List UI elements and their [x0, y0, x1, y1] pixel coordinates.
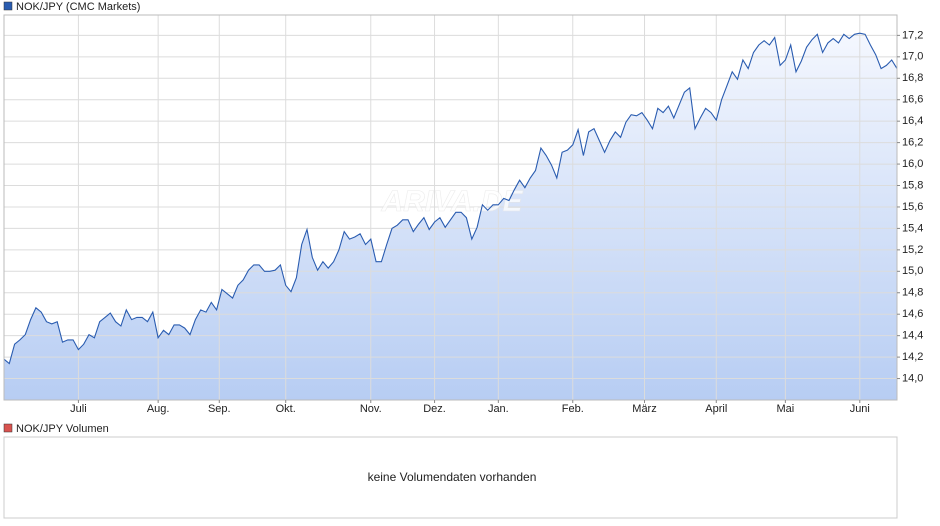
legend-swatch — [3, 1, 13, 11]
y-tick-label: 15,2 — [902, 244, 923, 256]
x-tick-label: Mai — [777, 403, 795, 415]
y-tick-label: 14,2 — [902, 351, 923, 363]
plot-border — [3, 14, 898, 401]
y-tick-label: 16,0 — [902, 158, 923, 170]
y-tick-label: 14,8 — [902, 287, 923, 299]
price-line — [3, 32, 898, 365]
y-tick-label: 15,0 — [902, 265, 923, 277]
y-tick-label: 16,4 — [902, 115, 923, 127]
y-tick-label: 16,2 — [902, 137, 923, 149]
y-tick-label: 15,8 — [902, 179, 923, 191]
y-tick-label: 17,2 — [902, 29, 923, 41]
x-tick-label: Aug. — [147, 403, 170, 415]
y-tick-label: 14,6 — [902, 308, 923, 320]
x-tick-label: Okt. — [276, 403, 296, 415]
y-tick-label: 15,6 — [902, 201, 923, 213]
y-tick-label: 14,0 — [902, 372, 923, 384]
y-tick-label: 16,8 — [902, 72, 923, 84]
legend-label: NOK/JPY (CMC Markets) — [16, 1, 140, 13]
y-tick-label: 17,0 — [902, 51, 923, 63]
volume-frame — [3, 436, 898, 519]
legend-swatch — [3, 423, 13, 433]
watermark: ARIVA.DE — [380, 185, 523, 218]
x-tick-label: Jan. — [488, 403, 509, 415]
x-tick-label: Sep. — [208, 403, 231, 415]
y-tick-label: 16,6 — [902, 94, 923, 106]
x-tick-label: März — [632, 403, 656, 415]
x-tick-label: Nov. — [360, 403, 382, 415]
area — [4, 33, 897, 400]
x-tick-label: Juni — [850, 403, 870, 415]
y-tick-label: 14,4 — [902, 330, 923, 342]
x-tick-label: Feb. — [562, 403, 584, 415]
x-tick-label: Dez. — [423, 403, 446, 415]
y-tick-label: 15,4 — [902, 222, 923, 234]
legend-label: NOK/JPY Volumen — [16, 423, 109, 435]
x-tick-label: April — [705, 403, 727, 415]
no-data-message: keine Volumendaten vorhanden — [368, 470, 537, 484]
x-tick-label: Juli — [70, 403, 87, 415]
